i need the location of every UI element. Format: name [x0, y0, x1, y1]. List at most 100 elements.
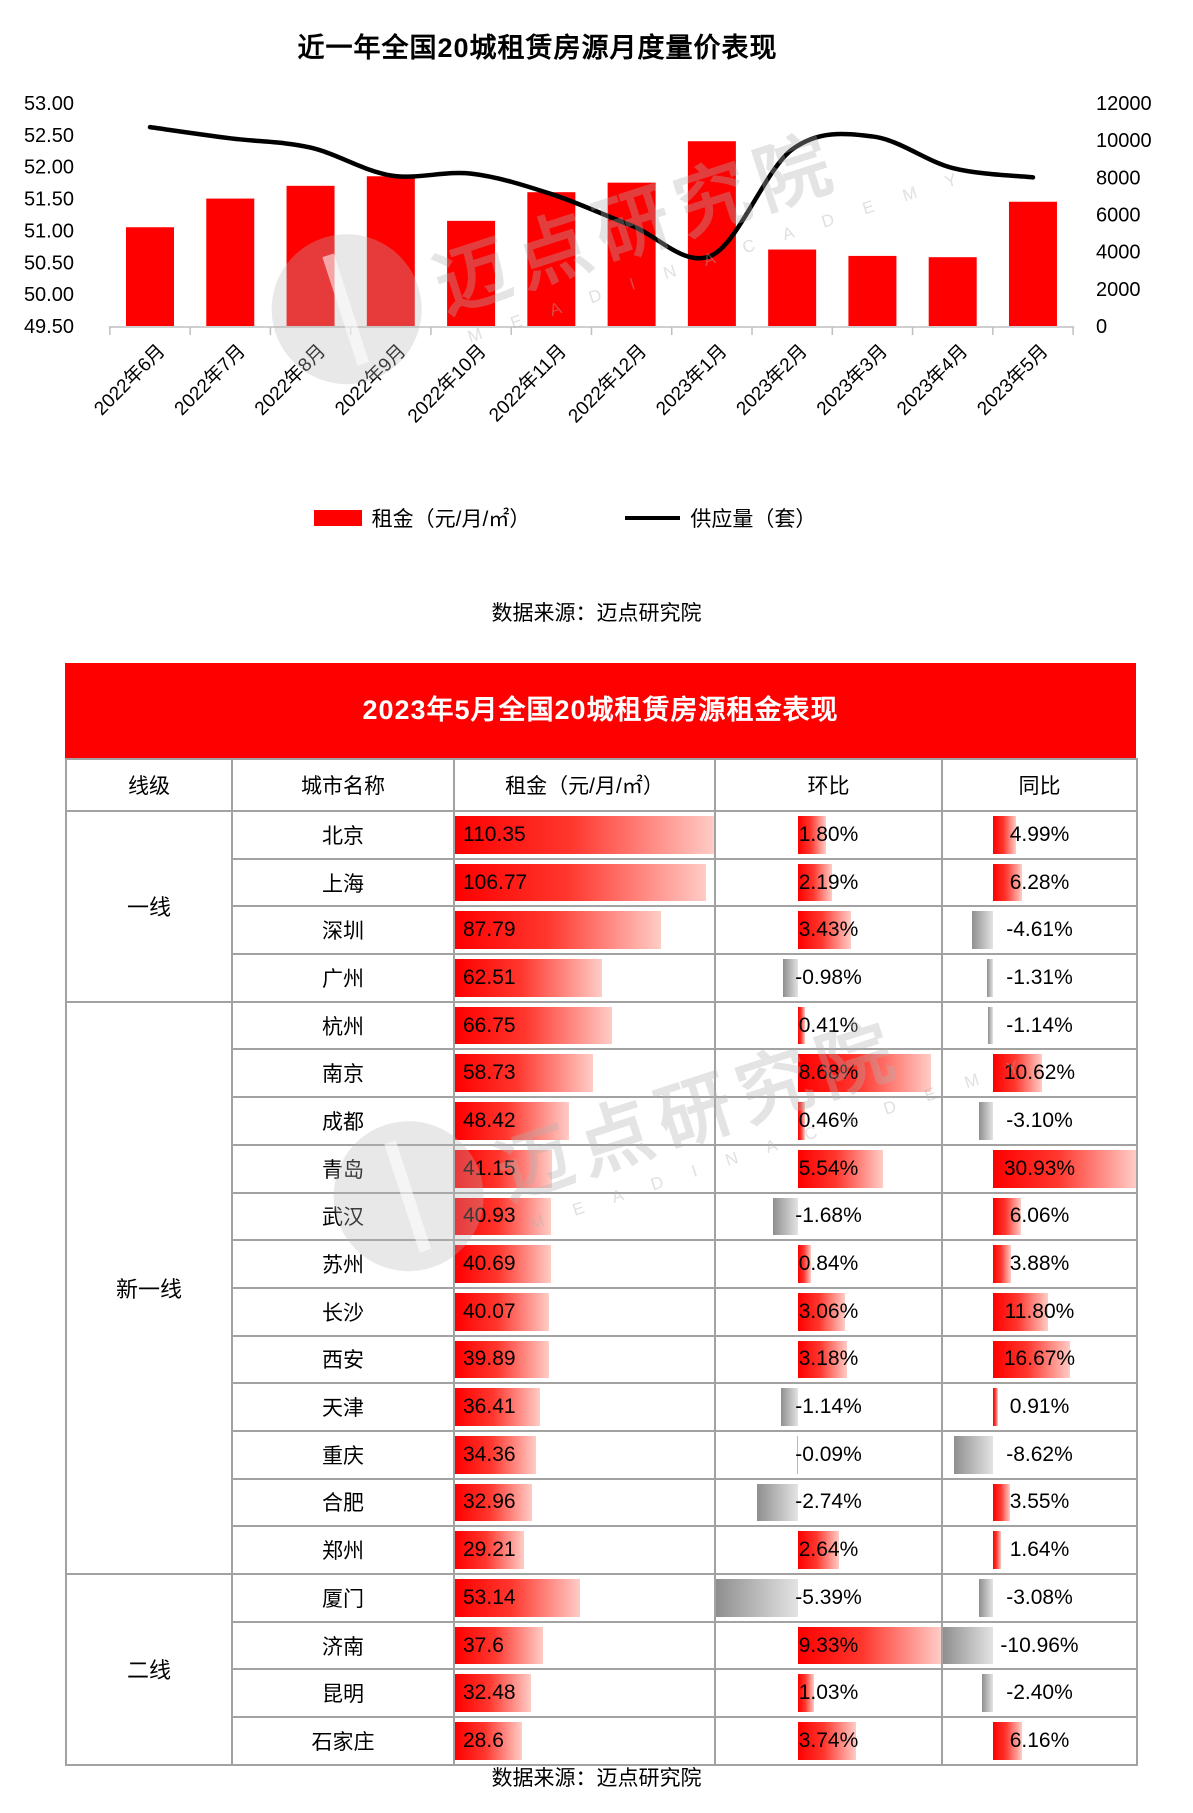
data-bar	[987, 959, 994, 997]
data-bar	[993, 1149, 1135, 1188]
pct-value: -5.39%	[795, 1585, 862, 1609]
y-axis-right-tick: 10000	[1096, 130, 1152, 152]
pct-value: 30.93%	[1003, 1156, 1076, 1180]
rent-cell: 110.35	[453, 810, 716, 860]
pct-value: 2.19%	[798, 870, 859, 894]
data-bar	[993, 1722, 1022, 1760]
pct-value: 11.80%	[1004, 1299, 1075, 1323]
yoy-cell: 4.99%	[941, 810, 1138, 860]
chart-source-note: 数据来源：迈点研究院	[491, 602, 702, 625]
pct-value: -0.09%	[795, 1442, 862, 1466]
data-bar	[982, 1674, 994, 1713]
mom-cell: 0.41%	[714, 1000, 943, 1051]
rent-bar	[607, 182, 656, 326]
rent-value: 106.77	[463, 870, 528, 894]
column-header: 线级	[65, 758, 233, 812]
monthly-volume-price-chart: 53.00 52.50 52.00 51.50 51.00 50.50 50.00 49.50…	[24, 93, 1152, 427]
data-bar	[798, 1006, 805, 1045]
y-axis-left-tick: 52.00	[24, 157, 74, 179]
pct-value: 0.41%	[798, 1013, 859, 1037]
x-axis-label: 2022年6月	[90, 340, 170, 420]
city-cell: 深圳	[231, 905, 455, 956]
data-bar	[780, 1388, 799, 1426]
rent-value: 40.93	[463, 1204, 516, 1228]
city-cell: 昆明	[231, 1668, 455, 1719]
mom-cell: -5.39%	[714, 1573, 943, 1623]
data-bar	[756, 1483, 799, 1522]
tier-cell: 新一线	[65, 1000, 233, 1576]
data-bar	[798, 1674, 815, 1713]
pct-value: 3.55%	[1009, 1490, 1070, 1514]
rent-value: 28.6	[463, 1728, 504, 1752]
x-axis-label: 2023年5月	[973, 340, 1053, 420]
mom-cell: 0.46%	[714, 1096, 943, 1146]
data-bar	[456, 1722, 523, 1760]
table-row: 武汉 40.93 -1.68% 6.06%	[66, 1191, 1138, 1242]
pct-value: -3.08%	[1006, 1585, 1073, 1609]
pct-value: -1.14%	[795, 1395, 862, 1419]
rent-value: 40.69	[463, 1252, 516, 1276]
column-header: 租金（元/月/㎡）	[453, 758, 716, 812]
yoy-cell: -3.10%	[941, 1096, 1138, 1146]
mom-cell: 2.19%	[714, 857, 943, 908]
rent-bar	[286, 185, 335, 326]
pct-value: -0.98%	[795, 965, 862, 989]
mom-cell: -0.09%	[714, 1429, 943, 1480]
rent-bar	[848, 255, 897, 326]
city-cell: 厦门	[231, 1573, 455, 1623]
data-bar	[993, 1483, 1010, 1522]
x-axis-label: 2022年9月	[331, 340, 411, 420]
x-axis-label: 2022年7月	[170, 340, 250, 420]
y-axis-left-tick: 49.50	[24, 316, 74, 338]
pct-value: 3.18%	[798, 1347, 859, 1371]
rent-value: 34.36	[463, 1442, 516, 1466]
pct-value: 9.33%	[798, 1633, 859, 1657]
mom-cell: 8.68%	[714, 1048, 943, 1099]
city-cell: 广州	[231, 953, 455, 1003]
y-axis-right-tick: 0	[1096, 316, 1107, 338]
x-axis-label: 2022年8月	[250, 340, 330, 420]
x-axis-label: 2022年12月	[564, 340, 651, 427]
pct-value: 3.88%	[1009, 1252, 1070, 1276]
yoy-cell: 6.16%	[941, 1716, 1138, 1766]
yoy-cell: 1.64%	[941, 1525, 1138, 1575]
table-title: 2023年5月全国20城租赁房源租金表现	[65, 663, 1136, 758]
rent-cell: 58.73	[453, 1048, 716, 1099]
y-axis-left-tick: 52.50	[24, 125, 74, 147]
mom-cell: -2.74%	[714, 1477, 943, 1528]
city-cell: 长沙	[231, 1286, 455, 1337]
pct-value: -1.31%	[1006, 965, 1073, 989]
rent-bar	[206, 198, 255, 326]
y-axis-left-tick: 53.00	[24, 93, 74, 115]
data-bar	[456, 1626, 544, 1665]
pct-value: 16.67%	[1003, 1347, 1076, 1371]
yoy-cell: 3.55%	[941, 1477, 1138, 1528]
mom-cell: 1.03%	[714, 1668, 943, 1719]
data-bar	[993, 816, 1017, 854]
table-row: 上海 106.77 2.19% 6.28%	[66, 857, 1138, 908]
data-bar	[456, 816, 713, 854]
data-bar	[783, 959, 799, 997]
rent-value: 58.73	[463, 1061, 516, 1085]
legend-supply-label: 供应量（套）	[690, 508, 817, 531]
data-bar	[798, 863, 832, 902]
x-axis-line	[108, 326, 1075, 335]
rent-cell: 87.79	[453, 905, 716, 956]
data-bar	[993, 1531, 1002, 1569]
data-bar	[456, 1149, 552, 1188]
pct-value: -8.62%	[1006, 1442, 1073, 1466]
data-bar	[456, 863, 706, 902]
rent-value: 37.6	[463, 1633, 504, 1657]
data-bar	[993, 1340, 1071, 1379]
table-row: 新一线 杭州 66.75 0.41% -1.14%	[65, 1000, 1138, 1576]
table-row: 石家庄 28.6 3.74% 6.16%	[66, 1716, 1138, 1766]
city-cell: 西安	[231, 1334, 455, 1385]
mom-cell: 1.80%	[714, 810, 943, 860]
rent-cell: 62.51	[453, 953, 716, 1003]
data-bar	[798, 1722, 856, 1760]
data-bar	[798, 1149, 884, 1188]
data-bar	[993, 1388, 998, 1426]
data-bar	[798, 1626, 940, 1665]
data-bar	[988, 1006, 994, 1045]
pct-value: 0.91%	[1009, 1395, 1070, 1419]
